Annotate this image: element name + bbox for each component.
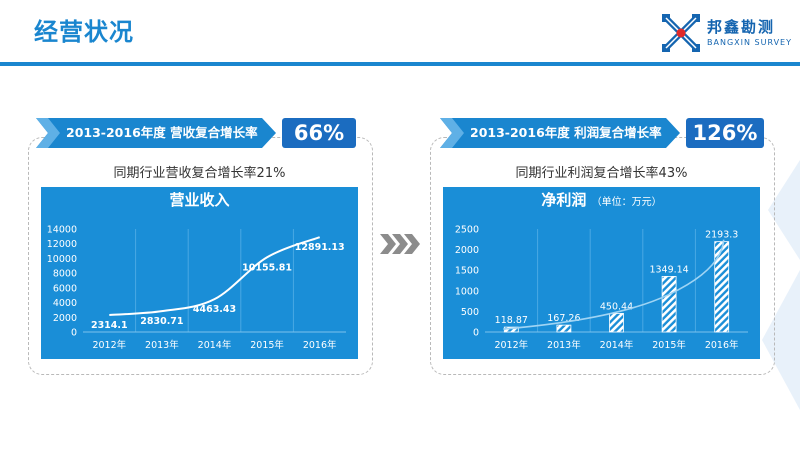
data-label: 167.26	[547, 313, 580, 324]
y-tick-label: 2000	[53, 313, 77, 324]
profit-industry-subtitle: 同期行业利润复合增长率43%	[515, 166, 688, 181]
y-tick-label: 500	[461, 307, 479, 318]
data-label: 2830.71	[140, 316, 183, 327]
y-tick-label: 12000	[47, 239, 77, 250]
revenue-series-line	[109, 236, 321, 316]
background-decoration	[762, 160, 800, 410]
company-logo: 邦鑫勘测 BANGXIN SURVEY	[660, 10, 792, 56]
brand-name-cn: 邦鑫勘测	[707, 18, 776, 36]
revenue-chart: 营业收入 0 2000 4000 6000 8000 10000 12000 14000 201…	[41, 187, 358, 359]
ribbon-shape	[36, 118, 276, 148]
revenue-ribbon: 2013-2016年度 营收复合增长率	[36, 118, 276, 148]
profit-chart-title-wrap: 净利润 （单位：万元）	[443, 189, 760, 210]
x-tick-label: 2012年	[92, 339, 126, 351]
bar	[609, 313, 624, 333]
y-tick-label: 2500	[455, 225, 479, 236]
bar	[556, 324, 572, 333]
data-label: 450.44	[600, 301, 633, 312]
y-tick-label: 14000	[47, 225, 77, 236]
x-tick-label: 2014年	[198, 339, 232, 351]
profit-growth-rate: 126%	[686, 118, 764, 148]
y-tick-label: 2000	[455, 245, 479, 256]
profit-chart: 净利润 （单位：万元） 0 500 1000 1500 2000 2500 2012年 201…	[443, 187, 760, 359]
bar	[661, 276, 677, 333]
y-tick-label: 0	[71, 328, 77, 339]
x-tick-label: 2016年	[303, 339, 337, 351]
x-tick-label: 2015年	[250, 339, 284, 351]
data-label: 118.87	[495, 315, 528, 326]
data-label: 2314.1	[91, 320, 128, 331]
y-tick-label: 8000	[53, 269, 77, 280]
revenue-chart-svg: 0 2000 4000 6000 8000 10000 12000 14000 2012年 201…	[47, 225, 346, 351]
header-divider	[0, 62, 800, 66]
x-tick-label: 2013年	[547, 339, 581, 351]
ribbon-shape	[440, 118, 680, 148]
x-tick-label: 2015年	[652, 339, 686, 351]
data-label: 1349.14	[649, 264, 688, 275]
logo-icon	[662, 14, 700, 52]
page-header: 经营状况 邦鑫勘测 BANGXIN SURVEY	[0, 0, 800, 70]
x-tick-label: 2013年	[145, 339, 179, 351]
data-label: 2193.3	[705, 230, 738, 241]
y-tick-label: 6000	[53, 283, 77, 294]
bar	[714, 241, 730, 333]
y-tick-label: 0	[473, 328, 479, 339]
brand-name-en: BANGXIN SURVEY	[707, 38, 792, 47]
profit-ribbon: 2013-2016年度 利润复合增长率	[440, 118, 680, 148]
y-tick-label: 4000	[53, 298, 77, 309]
revenue-growth-rate: 66%	[282, 118, 356, 148]
data-label: 10155.81	[242, 262, 292, 273]
profit-ribbon-label: 2013-2016年度 利润复合增长率	[470, 125, 662, 140]
chevron-arrows-icon	[380, 234, 420, 254]
y-tick-label: 1000	[455, 286, 479, 297]
revenue-ribbon-label: 2013-2016年度 营收复合增长率	[66, 125, 258, 140]
x-tick-label: 2016年	[705, 339, 739, 351]
y-tick-label: 10000	[47, 254, 77, 265]
x-tick-label: 2012年	[494, 339, 528, 351]
page-title: 经营状况	[34, 18, 134, 46]
y-tick-label: 1500	[455, 266, 479, 277]
data-label: 4463.43	[193, 304, 236, 315]
profit-chart-svg: 0 500 1000 1500 2000 2500 2012年 2013年 2014年 2015年…	[455, 225, 748, 351]
revenue-industry-subtitle: 同期行业营收复合增长率21%	[113, 166, 286, 181]
revenue-chart-title: 营业收入	[169, 191, 230, 209]
x-tick-label: 2014年	[600, 339, 634, 351]
profit-chart-unit: （单位：万元）	[591, 197, 662, 208]
data-label: 12891.13	[295, 242, 345, 253]
profit-chart-title: 净利润	[541, 191, 587, 209]
trend-line	[503, 239, 725, 330]
